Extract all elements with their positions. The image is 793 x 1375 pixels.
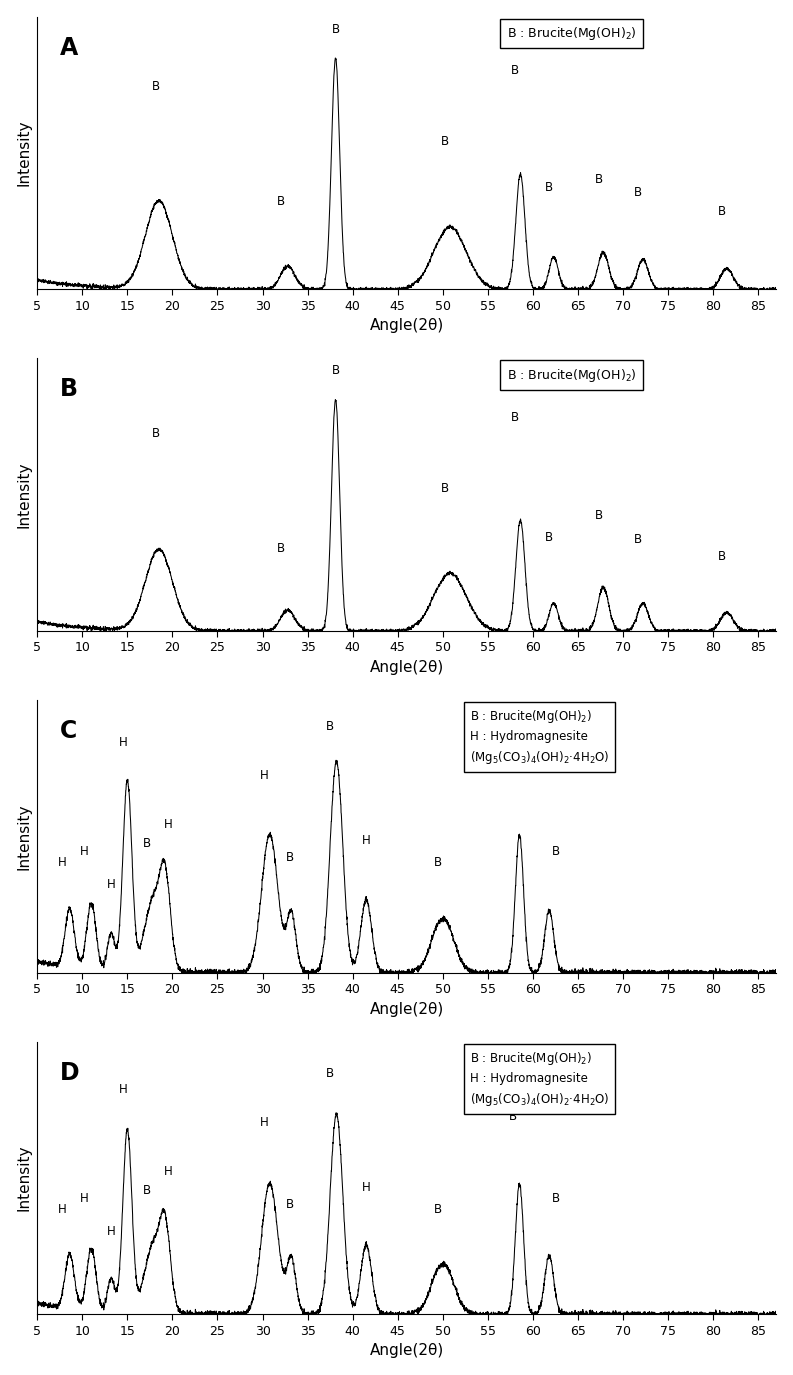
Text: D: D	[59, 1060, 79, 1085]
Text: B: B	[326, 719, 334, 733]
Text: B: B	[551, 846, 560, 858]
Y-axis label: Intensity: Intensity	[17, 120, 32, 186]
Y-axis label: Intensity: Intensity	[17, 462, 32, 528]
Text: B: B	[285, 851, 293, 864]
Text: B: B	[595, 173, 603, 186]
Text: H: H	[362, 1181, 370, 1195]
Text: B: B	[143, 1184, 151, 1198]
X-axis label: Angle(2θ): Angle(2θ)	[370, 1343, 444, 1358]
Text: B: B	[277, 542, 285, 554]
Text: H: H	[58, 857, 67, 869]
Text: B: B	[441, 135, 449, 147]
Text: B: B	[634, 187, 642, 199]
Text: B: B	[441, 481, 449, 495]
Text: H: H	[118, 736, 127, 749]
Text: A: A	[59, 36, 78, 59]
Text: B: B	[331, 364, 339, 377]
Text: H: H	[163, 818, 172, 830]
Y-axis label: Intensity: Intensity	[17, 803, 32, 869]
Text: B : Brucite(Mg(OH)$_2$): B : Brucite(Mg(OH)$_2$)	[507, 367, 636, 384]
Text: B: B	[152, 428, 160, 440]
Text: H: H	[260, 769, 269, 782]
Text: B: B	[718, 205, 726, 219]
Text: B: B	[277, 194, 285, 208]
Text: B: B	[331, 23, 339, 36]
Text: B: B	[509, 1111, 517, 1123]
Text: B: B	[511, 63, 519, 77]
Text: H: H	[80, 1192, 89, 1206]
Text: B: B	[435, 857, 442, 869]
X-axis label: Angle(2θ): Angle(2θ)	[370, 319, 444, 333]
Text: B: B	[509, 763, 517, 777]
Text: B: B	[285, 1198, 293, 1211]
Text: B : Brucite(Mg(OH)$_2$)
H : Hydromagnesite
(Mg$_5$(CO$_3$)$_4$(OH)$_2$·4H$_2$O): B : Brucite(Mg(OH)$_2$) H : Hydromagnesi…	[469, 708, 609, 766]
Text: H: H	[163, 1165, 172, 1178]
Text: B: B	[143, 837, 151, 850]
Text: H: H	[80, 846, 89, 858]
Text: B : Brucite(Mg(OH)$_2$): B : Brucite(Mg(OH)$_2$)	[507, 25, 636, 41]
Text: H: H	[107, 1225, 116, 1238]
X-axis label: Angle(2θ): Angle(2θ)	[370, 1001, 444, 1016]
Text: B: B	[59, 377, 78, 402]
Text: B: B	[545, 182, 554, 194]
Y-axis label: Intensity: Intensity	[17, 1145, 32, 1211]
Text: B : Brucite(Mg(OH)$_2$)
H : Hydromagnesite
(Mg$_5$(CO$_3$)$_4$(OH)$_2$·4H$_2$O): B : Brucite(Mg(OH)$_2$) H : Hydromagnesi…	[469, 1050, 609, 1108]
Text: H: H	[260, 1116, 269, 1129]
Text: B: B	[718, 550, 726, 562]
Text: C: C	[59, 719, 77, 742]
Text: H: H	[107, 877, 116, 891]
Text: B: B	[595, 509, 603, 522]
Text: B: B	[634, 534, 642, 546]
Text: B: B	[326, 1067, 334, 1079]
Text: B: B	[435, 1203, 442, 1217]
Text: H: H	[118, 1084, 127, 1096]
Text: H: H	[58, 1203, 67, 1217]
Text: H: H	[362, 835, 370, 847]
X-axis label: Angle(2θ): Angle(2θ)	[370, 660, 444, 675]
Text: B: B	[152, 80, 160, 94]
Text: B: B	[545, 531, 554, 543]
Text: B: B	[551, 1192, 560, 1206]
Text: B: B	[511, 411, 519, 424]
